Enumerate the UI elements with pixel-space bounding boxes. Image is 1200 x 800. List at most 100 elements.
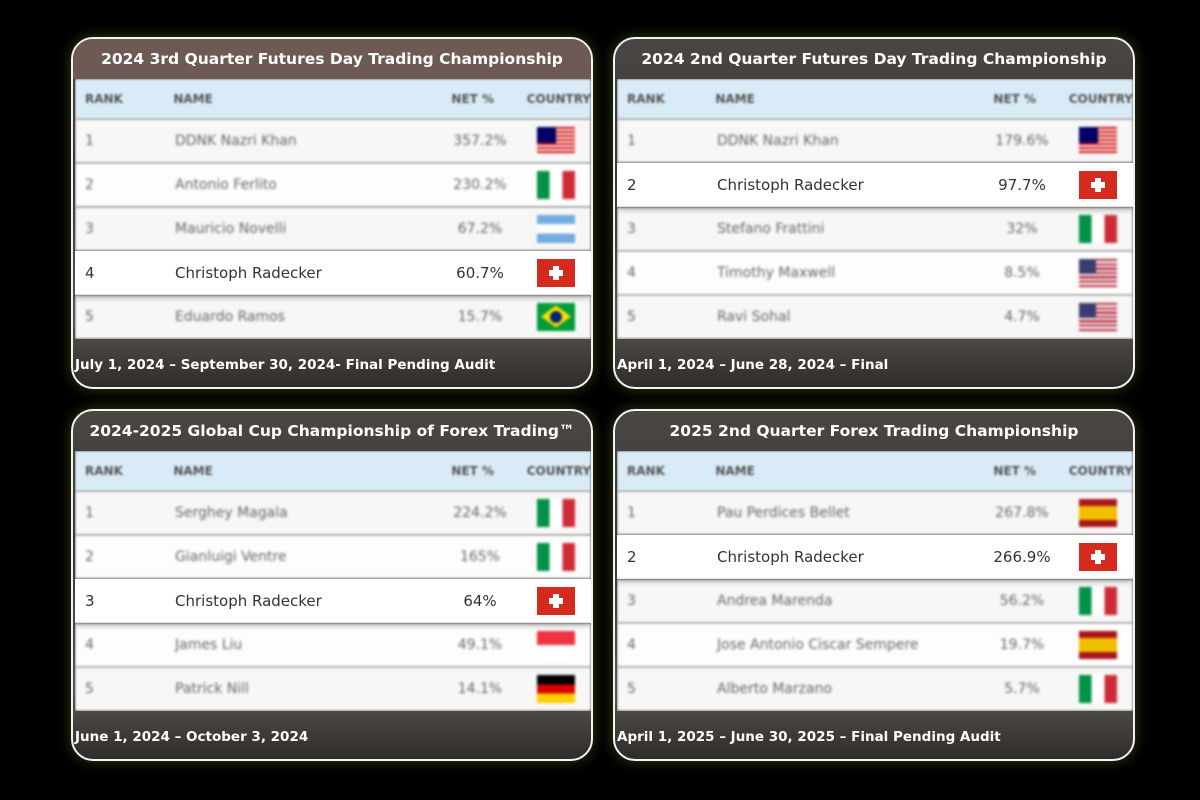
rank: 2: [85, 548, 94, 565]
rank: 1: [85, 132, 94, 149]
flag: [1079, 214, 1117, 243]
name: Gianluigi Ventre: [175, 548, 287, 565]
name: Christoph Radecker: [717, 547, 864, 566]
net: 5.7%: [1004, 680, 1040, 697]
table-row: 5 Alberto Marzano 5.7%: [617, 667, 1133, 711]
flag: [1079, 498, 1117, 527]
net: 67.2%: [457, 220, 503, 237]
rank: 5: [85, 308, 94, 325]
date-range: April 1, 2025 – June 30, 2025 – Final Pe…: [617, 729, 1001, 745]
rank: 2: [627, 547, 637, 566]
header: NAME: [173, 92, 213, 106]
name: Ravi Sohal: [717, 308, 791, 325]
flag: [537, 170, 575, 199]
name: Mauricio Novelli: [175, 220, 287, 237]
panel: 2025 2nd Quarter Forex Trading Champions…: [613, 409, 1135, 761]
net: 19.7%: [999, 636, 1045, 653]
table-row: 3 Christoph Radecker 64%: [75, 579, 591, 623]
date-range: June 1, 2024 – October 3, 2024: [75, 729, 309, 745]
header: COUNTRY: [1068, 464, 1133, 478]
table-row: 3 Mauricio Novelli 67.2%: [75, 207, 591, 251]
flag: [537, 498, 575, 527]
flag: [537, 126, 575, 155]
net: 224.2%: [453, 504, 507, 521]
header: RANK: [627, 92, 665, 106]
header: COUNTRY: [526, 92, 591, 106]
panel-title: 2024 3rd Quarter Futures Day Trading Cha…: [73, 39, 591, 79]
name: Timothy Maxwell: [717, 264, 836, 281]
date-range: April 1, 2024 – June 28, 2024 – Final: [617, 357, 889, 373]
rank: 3: [85, 591, 95, 610]
table: RANK NAME NET % COUNTRY 1 DDNK Nazri Khan 357…: [75, 79, 591, 339]
net: 49.1%: [457, 636, 503, 653]
panel: 2024 2nd Quarter Futures Day Trading Cha…: [613, 37, 1135, 389]
header: COUNTRY: [1068, 92, 1133, 106]
flag: [1079, 586, 1117, 615]
flag: [1079, 126, 1117, 155]
table: RANK NAME NET % COUNTRY 1 DDNK Nazri Khan 179…: [617, 79, 1133, 339]
panel-title: 2024-2025 Global Cup Championship of For…: [89, 422, 575, 440]
net: 32%: [1006, 220, 1038, 237]
net: 4.7%: [1004, 308, 1040, 325]
rank: 5: [627, 308, 636, 325]
table-row: 3 Stefano Frattini 32%: [617, 207, 1133, 251]
header-row: RANK NAME NET % COUNTRY: [75, 79, 591, 119]
table-row: 4 Christoph Radecker 60.7%: [75, 251, 591, 295]
header-row: RANK NAME NET % COUNTRY: [75, 451, 591, 491]
name: Andrea Marenda: [717, 592, 833, 609]
net: 230.2%: [453, 176, 507, 193]
rank: 4: [627, 264, 636, 281]
table-row: 2 Christoph Radecker 266.9%: [617, 535, 1133, 579]
table-row: 1 Pau Perdices Bellet 267.8%: [617, 491, 1133, 535]
name: Pau Perdices Bellet: [717, 504, 850, 521]
header-row: RANK NAME NET % COUNTRY: [617, 79, 1133, 119]
flag: [537, 630, 575, 659]
flag: [537, 542, 575, 571]
net: 8.5%: [1004, 264, 1040, 281]
rank: 1: [627, 504, 636, 521]
rank: 2: [85, 176, 94, 193]
date-range: July 1, 2024 – September 30, 2024- Final…: [75, 357, 496, 373]
net: 15.7%: [457, 308, 503, 325]
net: 97.7%: [998, 175, 1046, 194]
name: Christoph Radecker: [175, 591, 322, 610]
name: Christoph Radecker: [717, 175, 864, 194]
name: Patrick Nill: [175, 680, 249, 697]
header: RANK: [627, 464, 665, 478]
table-row: 4 Jose Antonio Ciscar Sempere 19.7%: [617, 623, 1133, 667]
header: NET %: [993, 92, 1037, 106]
table-row: 2 Gianluigi Ventre 165%: [75, 535, 591, 579]
net: 165%: [459, 548, 501, 565]
table-row: 5 Eduardo Ramos 15.7%: [75, 295, 591, 339]
net: 357.2%: [453, 132, 507, 149]
rank: 4: [85, 263, 95, 282]
rank: 1: [85, 504, 94, 521]
rank: 4: [85, 636, 94, 653]
name: DDNK Nazri Khan: [175, 132, 297, 149]
header: NAME: [715, 464, 755, 478]
rank: 2: [627, 175, 637, 194]
table: RANK NAME NET % COUNTRY 1 Serghey Magala 224.…: [75, 451, 591, 711]
header: NET %: [451, 464, 495, 478]
header: NET %: [993, 464, 1037, 478]
table-row: 5 Ravi Sohal 4.7%: [617, 295, 1133, 339]
name: Alberto Marzano: [717, 680, 833, 697]
panel-title: 2025 2nd Quarter Forex Trading Champions…: [669, 422, 1079, 440]
net: 56.2%: [999, 592, 1045, 609]
net: 267.8%: [995, 504, 1049, 521]
panel: 2024-2025 Global Cup Championship of For…: [71, 409, 593, 761]
flag: [1079, 258, 1117, 287]
name: Stefano Frattini: [717, 220, 825, 237]
flag: [1079, 630, 1117, 659]
flag: [537, 586, 575, 615]
header: NAME: [715, 92, 755, 106]
flag: [1079, 170, 1117, 199]
name: Eduardo Ramos: [175, 308, 286, 325]
table: RANK NAME NET % COUNTRY 1 Pau Perdices Belle…: [617, 451, 1133, 711]
rank: 4: [627, 636, 636, 653]
table-row: 2 Christoph Radecker 97.7%: [617, 163, 1133, 207]
rank: 5: [627, 680, 636, 697]
net: 64%: [463, 591, 497, 610]
rank: 3: [85, 220, 94, 237]
